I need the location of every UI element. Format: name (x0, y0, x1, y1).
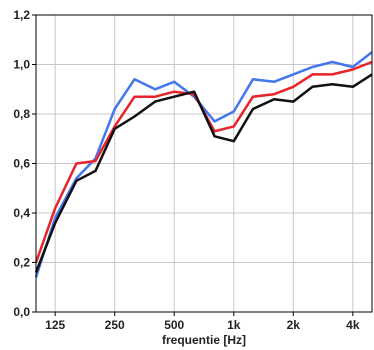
y-tick-label: 0,0 (13, 305, 30, 319)
x-axis-ticks: 125 250 500 1k 2k 4k (45, 312, 360, 332)
y-tick-label: 1,0 (13, 58, 30, 72)
x-tick-label: 500 (164, 318, 184, 332)
series-line-3 (34, 73, 373, 273)
y-tick-label: 0,4 (13, 206, 30, 220)
grid (36, 14, 372, 313)
x-tick-label: 125 (45, 318, 65, 332)
x-tick-label: 2k (287, 318, 301, 332)
y-axis-ticks: 0,0 0,2 0,4 0,6 0,8 1,0 1,2 (13, 8, 36, 319)
y-tick-label: 0,2 (13, 256, 30, 270)
series-group (34, 51, 373, 278)
x-tick-label: 250 (105, 318, 125, 332)
x-tick-label: 4k (346, 318, 360, 332)
y-tick-label: 0,8 (13, 107, 30, 121)
series-line-2 (34, 60, 373, 263)
y-tick-label: 1,2 (13, 8, 30, 22)
y-tick-label: 0,6 (13, 157, 30, 171)
x-axis-label: frequentie [Hz] (162, 333, 246, 347)
x-tick-label: 1k (227, 318, 241, 332)
